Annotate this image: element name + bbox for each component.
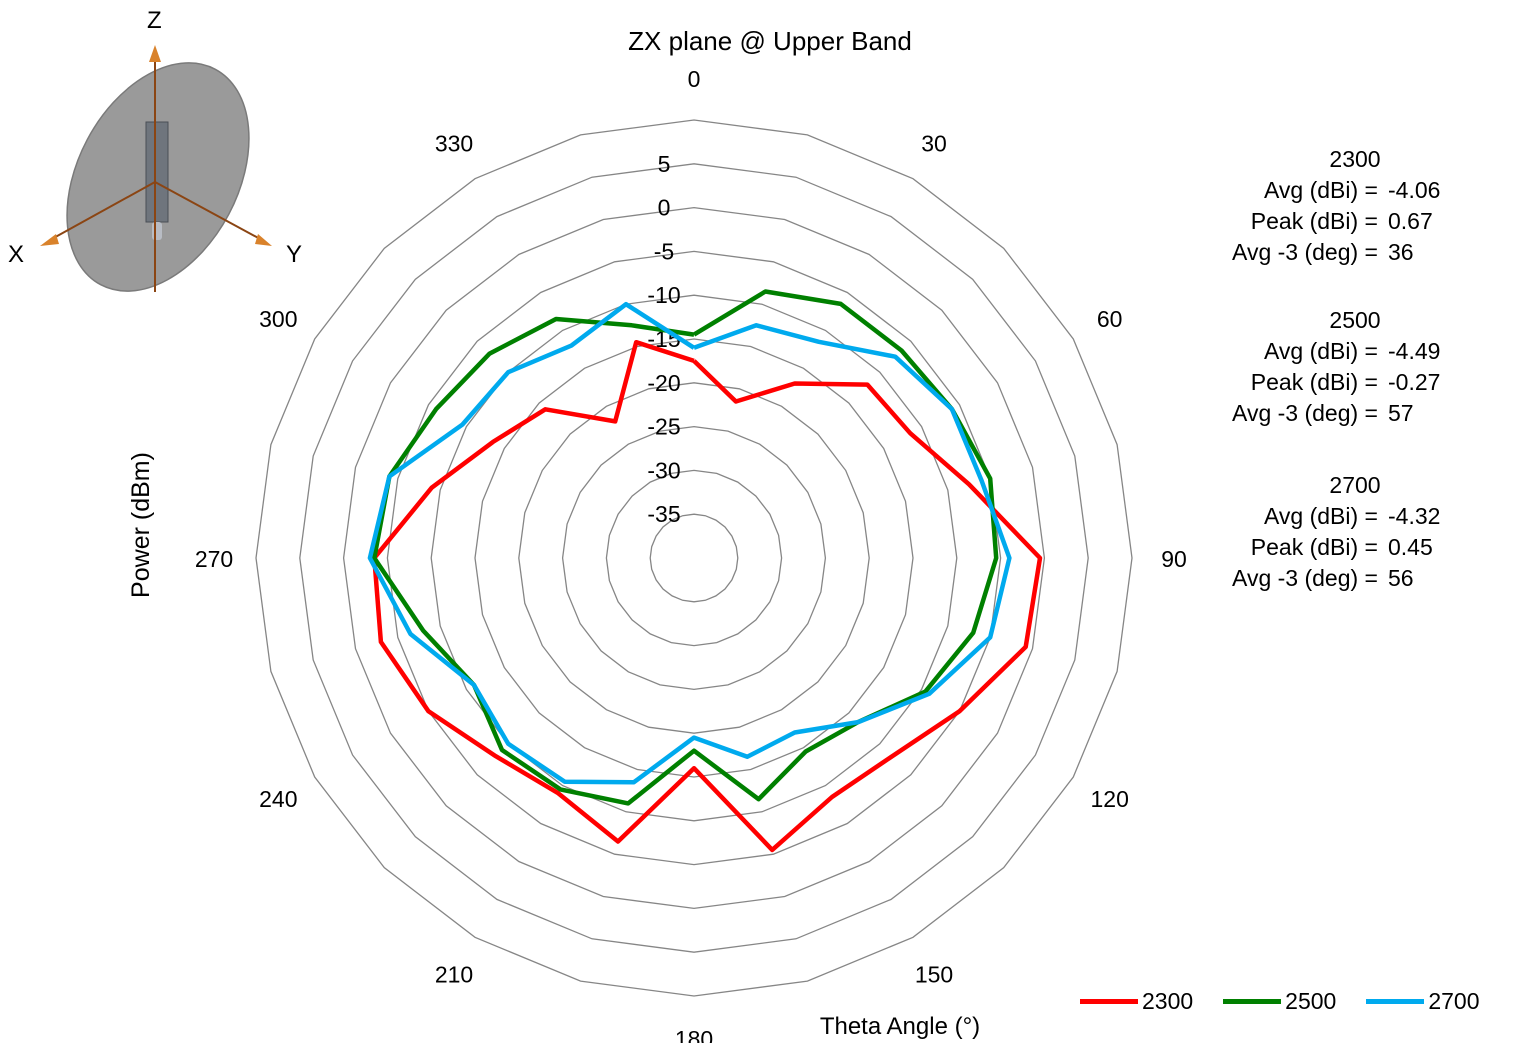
radial-tick-label: 0 bbox=[658, 195, 671, 221]
chart-legend: 2300 2500 2700 bbox=[1080, 988, 1510, 1015]
peak-value: 0.45 bbox=[1388, 534, 1433, 560]
avg-value: -4.06 bbox=[1388, 177, 1441, 203]
grid-ring bbox=[255, 119, 1133, 997]
legend-item-2300: 2300 bbox=[1080, 988, 1193, 1015]
stats-band-label: 2300 bbox=[1329, 146, 1381, 172]
radial-tick-label: -25 bbox=[647, 414, 680, 440]
angle-tick-label: 60 bbox=[1097, 306, 1123, 332]
y-axis-label: Y bbox=[286, 241, 302, 268]
avg-value: -4.32 bbox=[1388, 503, 1441, 529]
angle-tick-label: 0 bbox=[688, 66, 701, 92]
stats-band-label: 2700 bbox=[1329, 472, 1381, 498]
grid-ring bbox=[430, 294, 958, 822]
antenna-body bbox=[145, 121, 169, 223]
radial-tick-labels: 50-5-10-15-20-25-30-35 bbox=[647, 151, 680, 527]
peak-value: -0.27 bbox=[1388, 369, 1441, 395]
x-axis-title: Theta Angle (°) bbox=[820, 1013, 980, 1040]
stats-block-2500: 2500 Avg (dBi) = -4.49 Peak (dBi) = -0.27 … bbox=[1180, 305, 1480, 429]
legend-swatch bbox=[1366, 999, 1425, 1004]
angle-tick-label: 180 bbox=[675, 1026, 713, 1043]
angle-tick-label: 90 bbox=[1161, 546, 1187, 572]
legend-label: 2300 bbox=[1142, 988, 1194, 1014]
avg-label: Avg (dBi) = bbox=[1264, 177, 1378, 203]
radial-tick-label: -10 bbox=[647, 282, 680, 308]
avg3-value: 56 bbox=[1388, 565, 1414, 591]
series-lines bbox=[367, 289, 1043, 853]
peak-label: Peak (dBi) = bbox=[1250, 534, 1378, 560]
angle-tick-label: 240 bbox=[259, 786, 297, 812]
stats-band-label: 2500 bbox=[1329, 307, 1381, 333]
series-line-2700 bbox=[367, 301, 1012, 785]
grid-ring bbox=[518, 382, 870, 734]
angle-tick-label: 270 bbox=[195, 546, 233, 572]
legend-label: 2700 bbox=[1428, 988, 1480, 1014]
x-axis-line bbox=[49, 181, 156, 241]
avg-value: -4.49 bbox=[1388, 338, 1441, 364]
x-axis-arrow bbox=[40, 234, 59, 246]
angle-tick-label: 30 bbox=[921, 130, 947, 156]
avg3-label: Avg -3 (deg) = bbox=[1232, 565, 1378, 591]
peak-value: 0.67 bbox=[1388, 208, 1433, 234]
grid-ring bbox=[386, 250, 1002, 866]
series-line-2500 bbox=[372, 289, 999, 806]
angle-tick-label: 330 bbox=[435, 130, 473, 156]
y-axis-arrow bbox=[255, 234, 272, 246]
avg-label: Avg (dBi) = bbox=[1264, 338, 1378, 364]
legend-swatch bbox=[1080, 999, 1138, 1004]
grid-ring bbox=[299, 163, 1089, 953]
avg3-label: Avg -3 (deg) = bbox=[1232, 239, 1378, 265]
polar-grid bbox=[255, 119, 1133, 997]
grid-ring bbox=[561, 425, 827, 691]
grid-ring bbox=[342, 206, 1046, 910]
stats-block-2300: 2300 Avg (dBi) = -4.06 Peak (dBi) = 0.67 A… bbox=[1180, 144, 1480, 268]
antenna-connector bbox=[152, 222, 162, 240]
radial-tick-label: -5 bbox=[654, 238, 674, 264]
axes-orientation-icon: Z X Y bbox=[8, 7, 302, 292]
angle-tick-label: 300 bbox=[259, 306, 297, 332]
radial-tick-label: -30 bbox=[647, 457, 680, 483]
chart-title: ZX plane @ Upper Band bbox=[628, 26, 912, 56]
legend-label: 2500 bbox=[1285, 988, 1337, 1014]
radial-tick-label: -20 bbox=[647, 370, 680, 396]
avg3-value: 57 bbox=[1388, 400, 1414, 426]
stats-block-2700: 2700 Avg (dBi) = -4.32 Peak (dBi) = 0.45 A… bbox=[1180, 470, 1480, 594]
legend-swatch bbox=[1223, 999, 1282, 1004]
z-axis-label: Z bbox=[147, 7, 162, 34]
peak-label: Peak (dBi) = bbox=[1250, 208, 1378, 234]
angle-tick-label: 120 bbox=[1091, 786, 1129, 812]
avg3-label: Avg -3 (deg) = bbox=[1232, 400, 1378, 426]
peak-label: Peak (dBi) = bbox=[1250, 369, 1378, 395]
x-axis-label: X bbox=[8, 241, 24, 268]
angle-tick-label: 210 bbox=[435, 962, 473, 988]
avg3-value: 36 bbox=[1388, 239, 1414, 265]
grid-ring bbox=[649, 513, 739, 603]
radial-tick-label: -35 bbox=[647, 501, 680, 527]
grid-ring bbox=[605, 469, 783, 647]
legend-item-2700: 2700 bbox=[1366, 988, 1480, 1015]
z-axis-arrow bbox=[149, 45, 161, 62]
y-axis-line bbox=[154, 181, 263, 241]
avg-label: Avg (dBi) = bbox=[1264, 503, 1378, 529]
angle-tick-label: 150 bbox=[915, 962, 953, 988]
y-axis-title: Power (dBm) bbox=[127, 452, 155, 598]
series-line-2300 bbox=[372, 339, 1043, 853]
legend-item-2500: 2500 bbox=[1223, 988, 1336, 1015]
angle-tick-labels: 0 30 60 90 120 150 180 210 240 270 300 330 bbox=[195, 66, 1187, 1043]
radial-tick-label: 5 bbox=[658, 151, 671, 177]
grid-ring bbox=[474, 338, 914, 778]
